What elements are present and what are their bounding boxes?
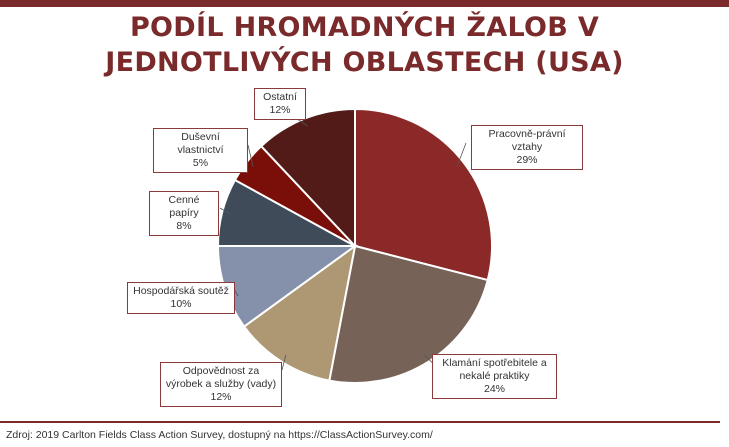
pie-slice bbox=[354, 107, 493, 282]
leader-line bbox=[247, 144, 254, 167]
slice-label-value: 24% bbox=[483, 383, 505, 395]
slice-label-value: 12% bbox=[210, 391, 232, 403]
chart-title: PODÍL HROMADNÝCH ŽALOB V JEDNOTLIVÝCH OB… bbox=[0, 10, 729, 80]
pie-slice bbox=[328, 244, 489, 384]
source-note: Zdroj: 2019 Carlton Fields Class Action … bbox=[6, 429, 433, 441]
slice-label-name: Odpovědnost za výrobek a služby (vady) bbox=[165, 365, 277, 390]
leader-line bbox=[219, 207, 231, 215]
top-accent-bar bbox=[0, 0, 729, 7]
slice-label: Cenné papíry 8% bbox=[149, 191, 219, 236]
footer-divider bbox=[0, 421, 720, 423]
slice-label-name: Pracovně-právní vztahy bbox=[488, 128, 566, 153]
slice-label: Ostatní 12% bbox=[254, 88, 306, 120]
slice-label-name: Cenné papíry bbox=[168, 194, 200, 219]
chart-title-line-2: JEDNOTLIVÝCH OBLASTECH (USA) bbox=[105, 47, 624, 78]
slice-label-value: 12% bbox=[269, 104, 291, 116]
slice-label: Odpovědnost za výrobek a služby (vady) 12… bbox=[160, 362, 282, 407]
slice-label: Hospodářská soutěž 10% bbox=[127, 282, 235, 314]
slice-label: Duševní vlastnictví 5% bbox=[153, 128, 248, 173]
pie-slice bbox=[242, 243, 357, 382]
slice-label-name: Klamání spotřebitele a nekalé praktiky bbox=[442, 357, 547, 382]
leader-line bbox=[456, 142, 467, 168]
slice-label-value: 29% bbox=[516, 154, 538, 166]
slice-label: Pracovně-právní vztahy 29% bbox=[471, 125, 583, 170]
slice-label-value: 8% bbox=[176, 220, 192, 232]
slice-label-value: 10% bbox=[170, 298, 192, 310]
chart-title-line-1: PODÍL HROMADNÝCH ŽALOB V bbox=[129, 12, 600, 43]
slice-label-name: Hospodářská soutěž bbox=[133, 285, 229, 297]
slice-label-name: Duševní vlastnictví bbox=[177, 131, 224, 156]
slice-label-name: Ostatní bbox=[263, 91, 297, 103]
slice-label: Klamání spotřebitele a nekalé praktiky 24… bbox=[432, 354, 557, 399]
leader-line bbox=[281, 354, 287, 371]
slice-label-value: 5% bbox=[192, 157, 209, 169]
